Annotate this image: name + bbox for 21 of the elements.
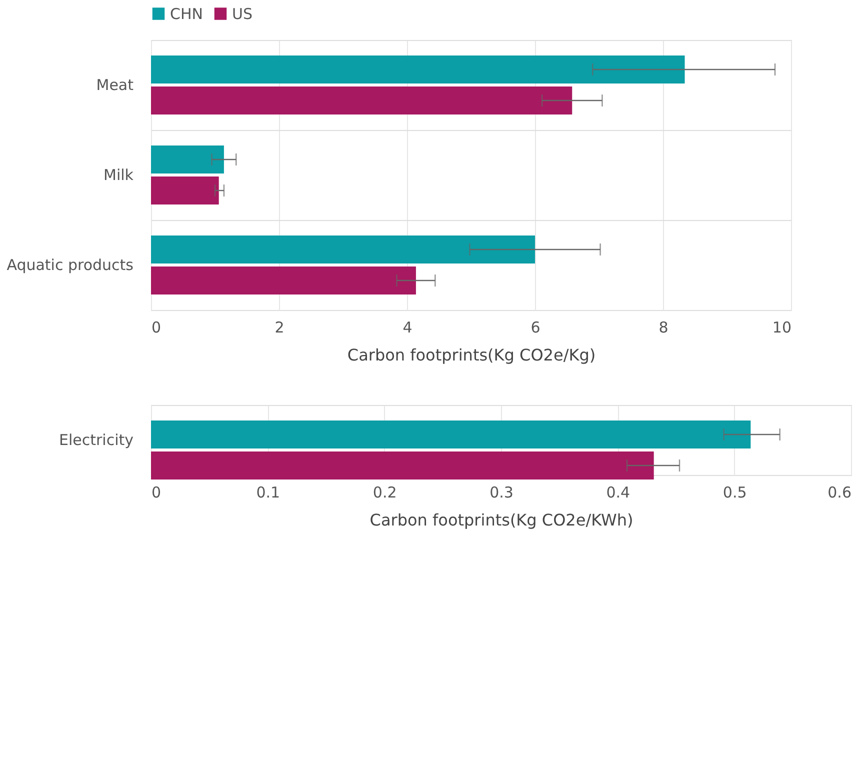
y-tick-label: Meat (96, 76, 134, 94)
x-tick-label: 8 (658, 318, 668, 336)
y-tick-label: Electricity (58, 431, 134, 449)
x-tick-label: 0.5 (722, 484, 747, 502)
x-tick-label: 6 (530, 318, 540, 336)
x-tick-label: 0.3 (490, 484, 514, 502)
y-tick-label: Milk (104, 166, 134, 184)
x-tick-label: 2 (274, 318, 284, 336)
x-axis-title: Carbon footprints(Kg CO2e/Kg) (347, 346, 596, 364)
legend-label: US (232, 4, 253, 23)
x-tick-label: 0.2 (372, 484, 397, 502)
x-tick-label: 0.6 (828, 484, 852, 502)
x-tick-label: 10 (772, 318, 792, 336)
x-tick-label: 4 (402, 318, 412, 336)
x-tick-label: 0 (152, 484, 162, 502)
x-tick-label: 0.4 (606, 484, 630, 502)
x-tick-label: 0 (152, 318, 162, 336)
x-tick-label: 0.1 (256, 484, 280, 502)
legend-label: CHN (170, 4, 203, 23)
y-tick-label: Aquatic products (6, 256, 134, 274)
x-axis-title: Carbon footprints(Kg CO2e/KWh) (370, 510, 634, 530)
